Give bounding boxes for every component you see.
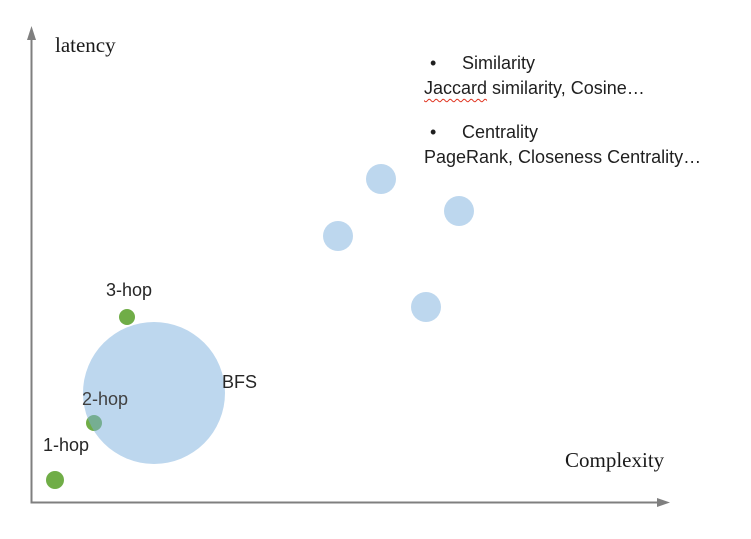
- bullet-icon: •: [430, 53, 437, 73]
- x-axis-arrowhead-icon: [657, 498, 670, 507]
- legend-detail-part: PageRank, Closeness Centrality…: [424, 147, 702, 167]
- legend-title-text: Similarity: [462, 53, 536, 73]
- bullet-icon: •: [430, 122, 437, 142]
- legend-title-text: Centrality: [462, 122, 539, 142]
- y-axis-arrowhead-icon: [27, 26, 36, 40]
- legend-detail-text: PageRank, Closeness Centrality…: [424, 145, 701, 170]
- misspelled-word: Jaccard: [424, 78, 488, 98]
- x-axis-label: Complexity: [565, 448, 665, 472]
- legend-detail-part: similarity, Cosine…: [487, 78, 645, 98]
- legend-title-row: • Centrality: [424, 120, 701, 145]
- legend-title-row: • Similarity: [424, 51, 645, 76]
- legend-item-similarity: • Similarity Jaccard similarity, Cosine…: [424, 51, 645, 101]
- y-axis-label: latency: [55, 33, 116, 57]
- legend-item-centrality: • Centrality PageRank, Closeness Central…: [424, 120, 701, 170]
- legend-detail-text: Jaccard similarity, Cosine…: [424, 76, 645, 101]
